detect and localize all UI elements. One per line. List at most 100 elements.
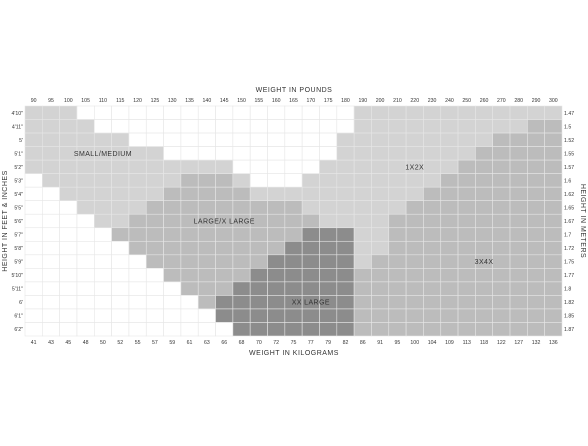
size-cell <box>388 322 407 337</box>
size-cell <box>249 105 268 120</box>
size-cell <box>492 240 511 256</box>
size-cell <box>128 254 147 269</box>
size-cell <box>215 200 234 215</box>
size-cell <box>24 322 43 337</box>
size-cell <box>371 132 390 147</box>
size-cell <box>76 213 95 229</box>
size-cell <box>249 295 268 310</box>
size-cell <box>371 281 390 296</box>
size-cell <box>180 200 199 215</box>
weight-kg-tick: 77 <box>308 340 314 346</box>
size-cell <box>249 119 268 134</box>
size-cell <box>509 240 528 256</box>
size-cell <box>319 200 338 215</box>
weight-lb-tick: 100 <box>64 98 73 104</box>
size-cell <box>457 254 476 269</box>
size-cell <box>93 213 112 229</box>
size-cell <box>301 213 320 229</box>
height-ft-tick: 5'10" <box>12 273 24 279</box>
size-cell <box>128 240 147 256</box>
size-cell <box>76 119 95 134</box>
size-cell <box>492 213 511 229</box>
size-cell <box>163 159 182 174</box>
size-cell <box>232 200 251 215</box>
size-cell <box>145 254 164 269</box>
height-m-tick: 1.77 <box>564 273 574 279</box>
size-cell <box>457 173 476 188</box>
size-cell <box>423 213 442 229</box>
size-cell <box>76 227 95 242</box>
size-cell <box>388 173 407 188</box>
weight-lb-tick: 140 <box>203 98 212 104</box>
size-cell <box>371 119 390 134</box>
size-cell <box>59 213 78 229</box>
size-cell <box>249 146 268 161</box>
size-cell <box>544 227 563 242</box>
size-cell <box>93 254 112 269</box>
weight-kg-tick: 63 <box>204 340 210 346</box>
size-cell <box>527 173 545 188</box>
weight-lb-tick: 165 <box>289 98 298 104</box>
size-cell <box>509 281 528 296</box>
size-cell <box>527 268 545 283</box>
size-cell <box>215 281 234 296</box>
height-m-tick: 1.5 <box>564 124 571 130</box>
size-cell <box>180 227 199 242</box>
size-cell <box>111 132 130 147</box>
size-cell <box>301 322 320 337</box>
size-cell <box>24 268 43 283</box>
size-cell <box>59 200 78 215</box>
height-m-tick: 1.57 <box>564 165 574 171</box>
size-cell <box>544 159 563 174</box>
weight-kg-tick: 122 <box>497 340 506 346</box>
size-cell <box>388 281 407 296</box>
size-cell <box>163 200 182 215</box>
size-cell <box>180 268 199 283</box>
size-cell <box>492 159 511 174</box>
size-cell <box>319 186 338 202</box>
weight-kg-tick: 45 <box>65 340 71 346</box>
size-region-label: 3X4X <box>475 259 494 266</box>
size-cell <box>111 281 130 296</box>
size-cell <box>128 308 147 323</box>
size-cell <box>509 213 528 229</box>
size-cell <box>440 119 459 134</box>
size-cell <box>24 200 43 215</box>
size-cell <box>336 200 355 215</box>
weight-lb-tick: 250 <box>462 98 471 104</box>
size-cell <box>371 240 390 256</box>
size-cell <box>475 173 494 188</box>
size-cell <box>388 105 407 120</box>
size-cell <box>301 146 320 161</box>
weight-kg-tick: 66 <box>221 340 227 346</box>
size-cell <box>301 119 320 134</box>
weight-kg-tick: 118 <box>480 340 488 346</box>
size-cell <box>42 295 60 310</box>
size-cell <box>440 268 459 283</box>
weight-kg-tick: 61 <box>187 340 193 346</box>
size-cell <box>76 268 95 283</box>
weight-lb-tick: 150 <box>237 98 246 104</box>
size-cell <box>509 227 528 242</box>
size-cell <box>457 132 476 147</box>
size-cell <box>42 240 60 256</box>
size-cell <box>353 281 372 296</box>
size-cell <box>163 146 182 161</box>
weight-kg-tick: 72 <box>273 340 279 346</box>
size-cell <box>440 146 459 161</box>
height-m-tick: 1.87 <box>564 327 574 333</box>
size-cell <box>492 200 511 215</box>
size-cell <box>42 213 60 229</box>
size-cell <box>423 281 442 296</box>
height-m-tick: 1.55 <box>564 151 574 157</box>
size-cell <box>215 268 234 283</box>
size-cell <box>145 132 164 147</box>
size-cell <box>405 173 424 188</box>
size-cell <box>128 281 147 296</box>
size-cell <box>475 308 494 323</box>
size-cell <box>388 240 407 256</box>
size-cell <box>492 105 511 120</box>
size-cell <box>76 186 95 202</box>
size-cell <box>423 119 442 134</box>
size-cell <box>388 119 407 134</box>
